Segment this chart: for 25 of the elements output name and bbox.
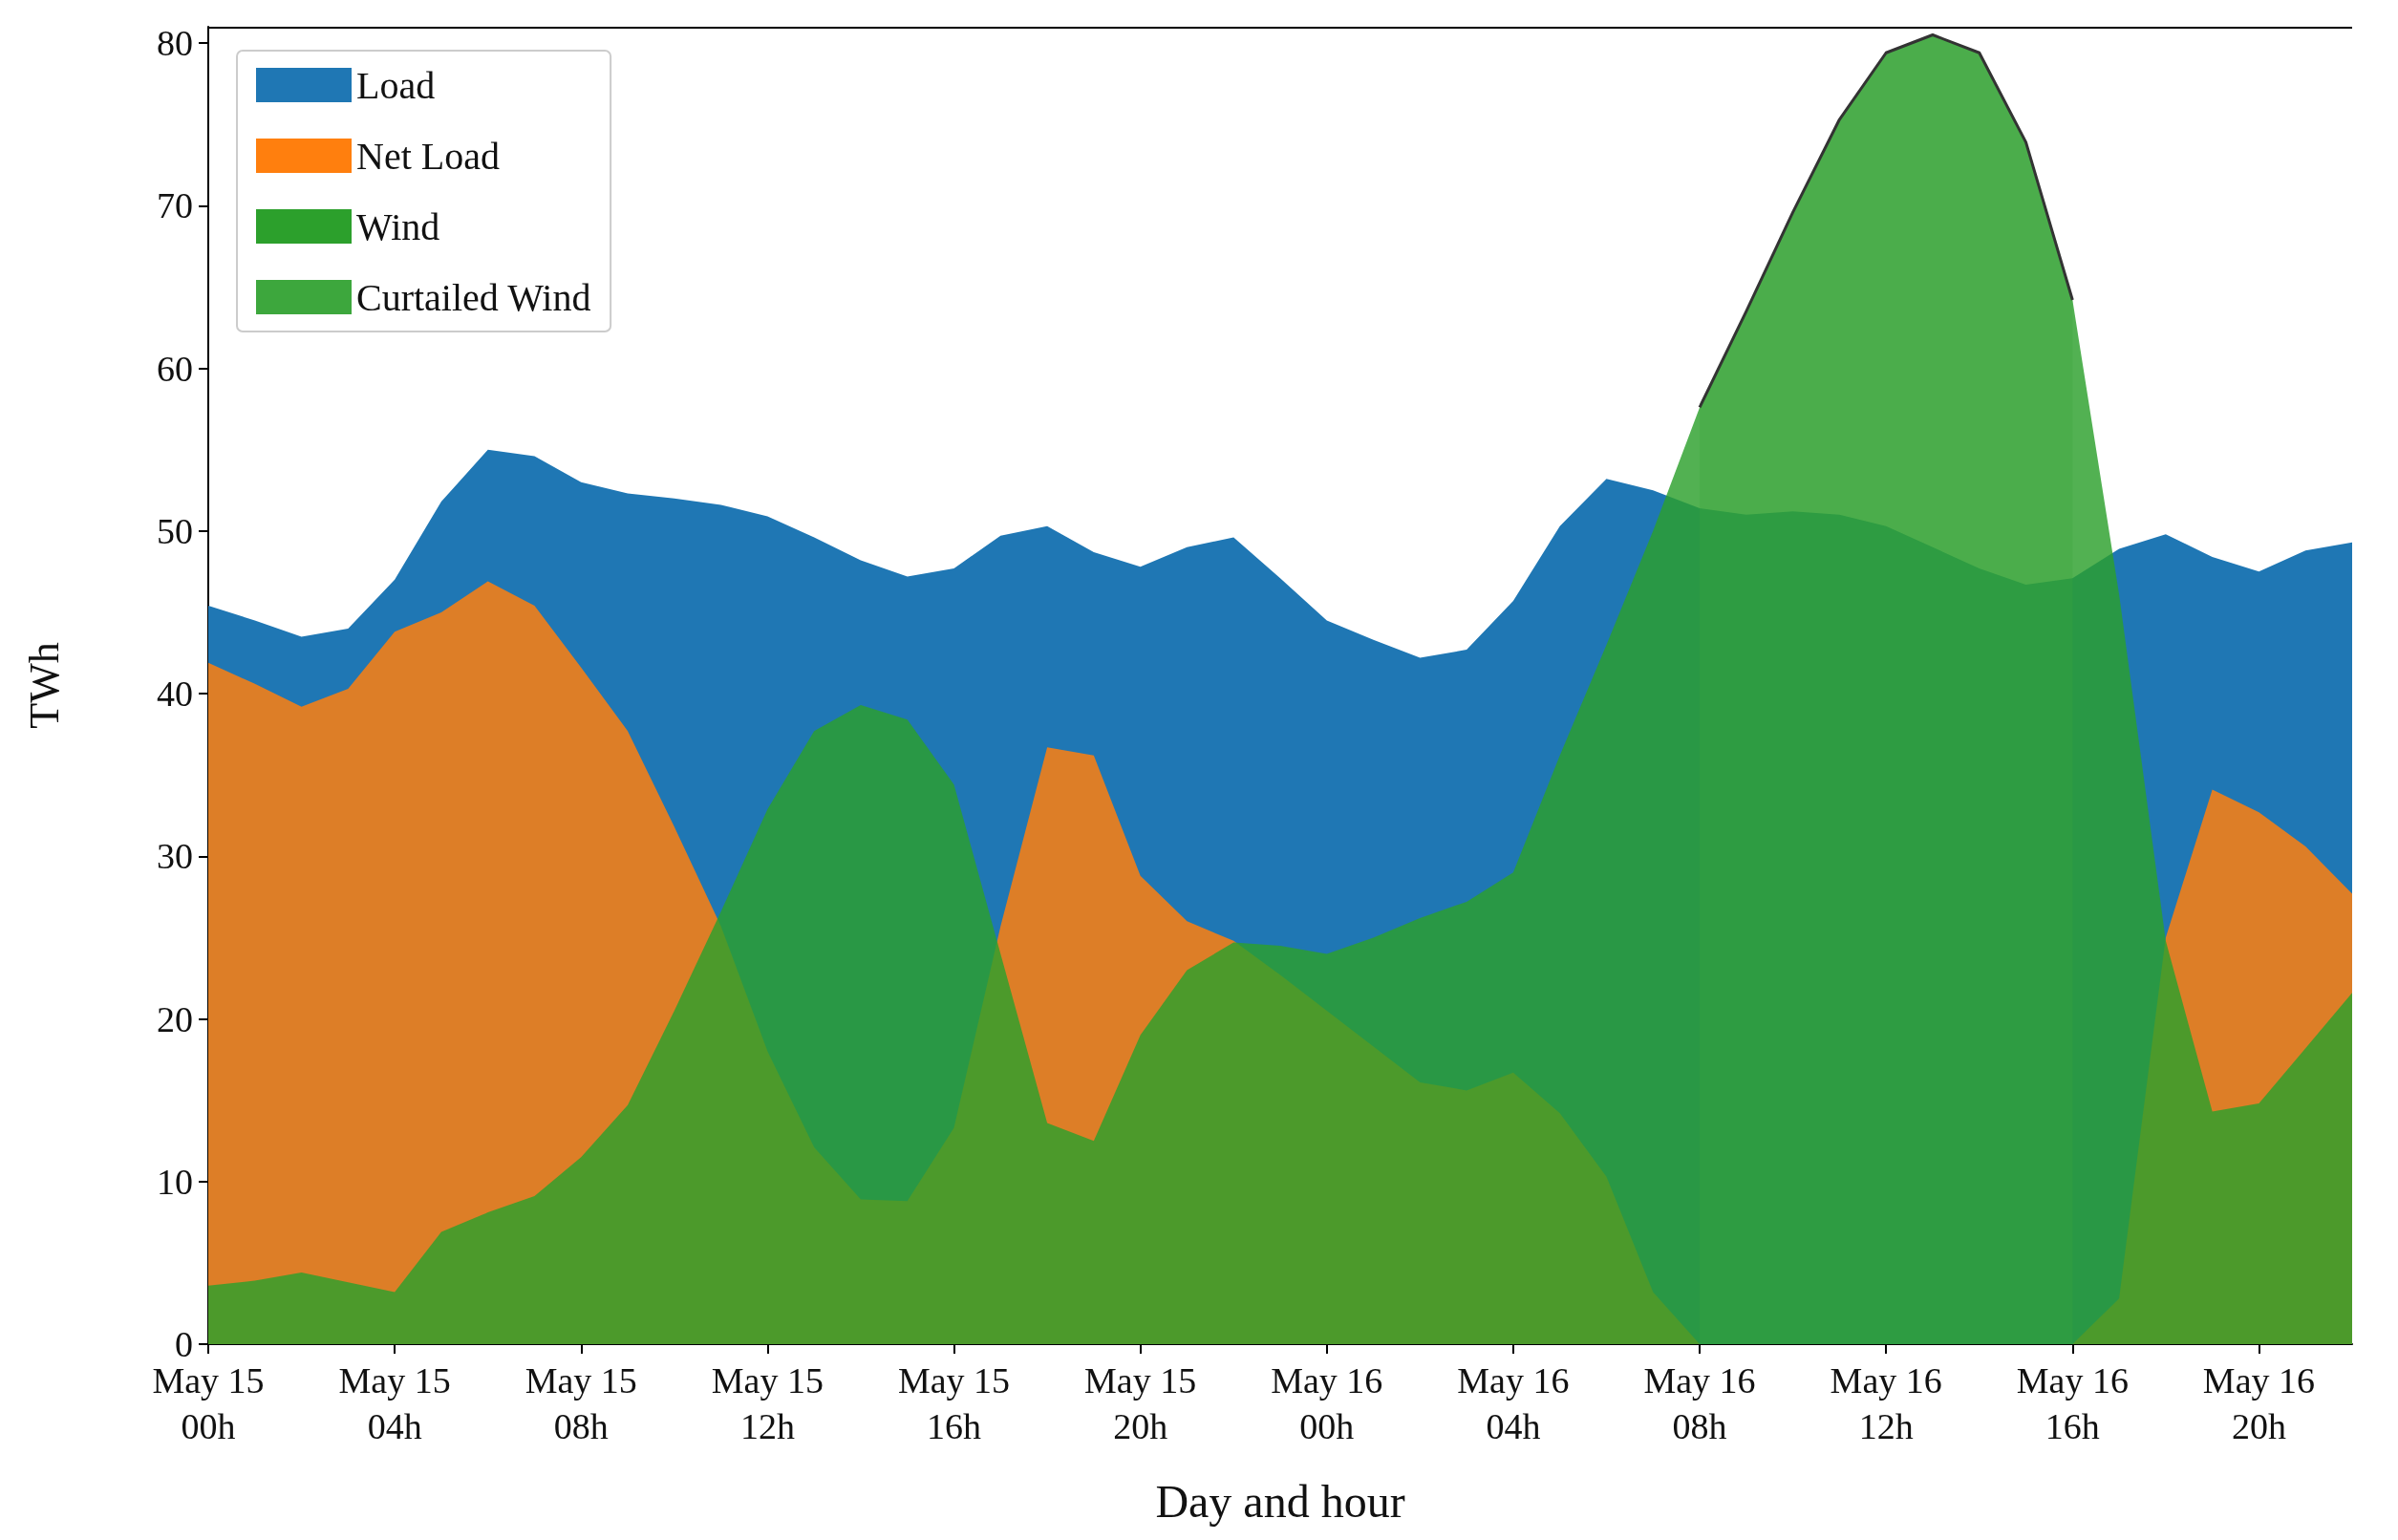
y-tick-label: 60: [157, 348, 193, 389]
y-tick-label: 40: [157, 674, 193, 715]
y-tick-label: 80: [157, 23, 193, 64]
x-tick-label: May 15 04h: [338, 1360, 451, 1446]
legend-label: Load: [356, 63, 436, 107]
x-tick-label: May 16 16h: [2016, 1360, 2129, 1446]
y-tick-label: 20: [157, 998, 193, 1039]
x-tick-label: May 15 12h: [711, 1360, 824, 1446]
x-tick-label: May 16 04h: [1457, 1360, 1570, 1446]
x-tick-label: May 16 00h: [1271, 1360, 1383, 1446]
x-tick-label: May 16 08h: [1643, 1360, 1756, 1446]
legend-label: Net Load: [356, 134, 500, 178]
y-tick-label: 50: [157, 510, 193, 551]
x-axis-title: Day and hour: [1155, 1475, 1405, 1527]
x-tick-label: May 16 12h: [1830, 1360, 1942, 1446]
x-tick-label: May 15 16h: [897, 1360, 1011, 1446]
x-tick-label: May 15 20h: [1084, 1360, 1197, 1446]
y-tick-label: 30: [157, 836, 193, 877]
x-tick-label: May 15 08h: [525, 1360, 637, 1446]
y-tick-label: 70: [157, 185, 193, 226]
y-axis-title: TWh: [20, 642, 68, 729]
legend-label: Curtailed Wind: [356, 275, 591, 319]
x-tick-label: May 16 20h: [2202, 1360, 2316, 1446]
legend-label: Wind: [356, 204, 440, 248]
y-tick-label: 10: [157, 1161, 193, 1202]
